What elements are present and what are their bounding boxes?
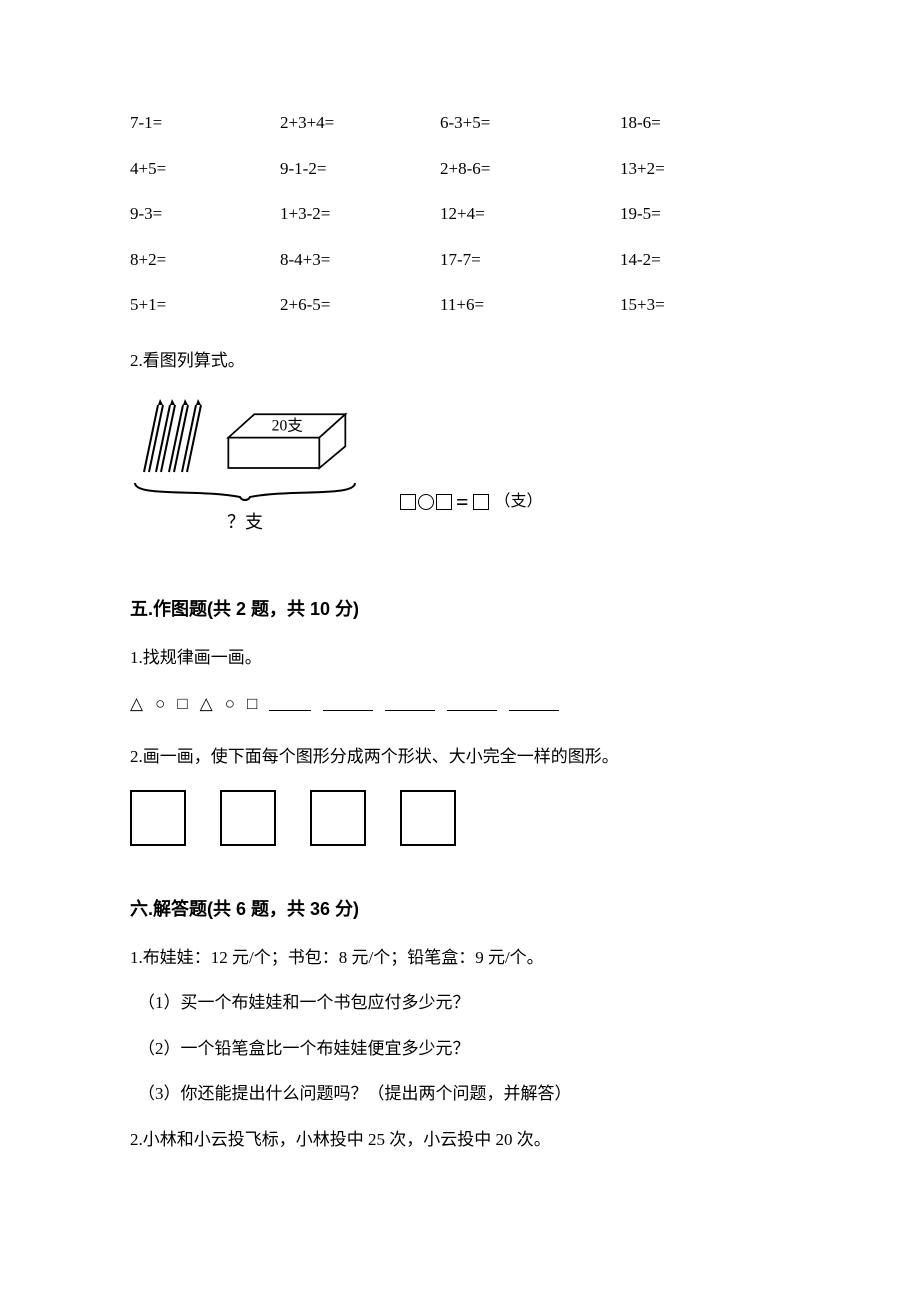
- fill-blank: [323, 696, 373, 711]
- arith-cell: 4+5=: [130, 156, 280, 182]
- arith-cell: 15+3=: [620, 292, 790, 318]
- arith-cell: 7-1=: [130, 110, 280, 136]
- box-label: 20支: [272, 417, 304, 435]
- brace-icon: [130, 479, 360, 507]
- blank-square: [400, 494, 416, 510]
- squares-row: [130, 790, 790, 846]
- fill-blank: [269, 696, 311, 711]
- pattern-row: △ ○ □ △ ○ □: [130, 691, 790, 717]
- equals-sign: =: [456, 491, 469, 513]
- fill-blank: [509, 696, 559, 711]
- arith-cell: 2+8-6=: [440, 156, 620, 182]
- figure-picture: 20支: [136, 397, 354, 477]
- q2-figure: 20支 ？支 = （支）: [130, 397, 790, 536]
- arith-cell: 8-4+3=: [280, 247, 440, 273]
- arith-cell: 11+6=: [440, 292, 620, 318]
- sec5-item1: 1.找规律画一画。: [130, 645, 790, 671]
- arith-cell: 18-6=: [620, 110, 790, 136]
- worksheet-page: 7-1= 2+3+4= 6-3+5= 18-6= 4+5= 9-1-2= 2+8…: [0, 0, 920, 1302]
- blank-circle: [418, 494, 434, 510]
- sec6-sub1: （1）买一个布娃娃和一个书包应付多少元？: [138, 990, 790, 1016]
- arith-cell: 6-3+5=: [440, 110, 620, 136]
- box-icon: 20支: [224, 407, 354, 477]
- blank-square: [473, 494, 489, 510]
- equation-suffix: （支）: [495, 490, 543, 514]
- blank-square: [436, 494, 452, 510]
- circle-icon: ○: [225, 691, 235, 717]
- figure-group: 20支 ？支: [130, 397, 360, 536]
- pencils-icon: [136, 397, 206, 477]
- fill-blank: [385, 696, 435, 711]
- sec5-item2: 2.画一画，使下面每个图形分成两个形状、大小完全一样的图形。: [130, 744, 790, 770]
- arith-cell: 13+2=: [620, 156, 790, 182]
- section5-header: 五.作图题(共 2 题，共 10 分): [130, 596, 790, 623]
- brace-label: ？支: [227, 509, 263, 536]
- sec6-item1: 1.布娃娃：12 元/个；书包：8 元/个；铅笔盒：9 元/个。: [130, 945, 790, 971]
- q2-title: 2.看图列算式。: [130, 348, 790, 374]
- arith-cell: 2+6-5=: [280, 292, 440, 318]
- arith-cell: 12+4=: [440, 201, 620, 227]
- equation-template: = （支）: [400, 490, 543, 536]
- square-icon: □: [177, 691, 187, 717]
- sec6-item2: 2.小林和小云投飞标，小林投中 25 次，小云投中 20 次。: [130, 1127, 790, 1153]
- arith-cell: 8+2=: [130, 247, 280, 273]
- square-shape: [310, 790, 366, 846]
- arith-cell: 2+3+4=: [280, 110, 440, 136]
- arith-cell: 9-3=: [130, 201, 280, 227]
- square-icon: □: [247, 691, 257, 717]
- square-shape: [400, 790, 456, 846]
- arithmetic-grid: 7-1= 2+3+4= 6-3+5= 18-6= 4+5= 9-1-2= 2+8…: [130, 110, 790, 318]
- section6-header: 六.解答题(共 6 题，共 36 分): [130, 896, 790, 923]
- arith-cell: 5+1=: [130, 292, 280, 318]
- sec6-sub2: （2）一个铅笔盒比一个布娃娃便宜多少元？: [138, 1036, 790, 1062]
- arith-cell: 14-2=: [620, 247, 790, 273]
- square-shape: [220, 790, 276, 846]
- arith-cell: 17-7=: [440, 247, 620, 273]
- triangle-icon: △: [130, 691, 143, 717]
- triangle-icon: △: [200, 691, 213, 717]
- circle-icon: ○: [155, 691, 165, 717]
- sec6-sub3: （3）你还能提出什么问题吗？（提出两个问题，并解答）: [138, 1081, 790, 1107]
- arith-cell: 1+3-2=: [280, 201, 440, 227]
- square-shape: [130, 790, 186, 846]
- arith-cell: 19-5=: [620, 201, 790, 227]
- fill-blank: [447, 696, 497, 711]
- arith-cell: 9-1-2=: [280, 156, 440, 182]
